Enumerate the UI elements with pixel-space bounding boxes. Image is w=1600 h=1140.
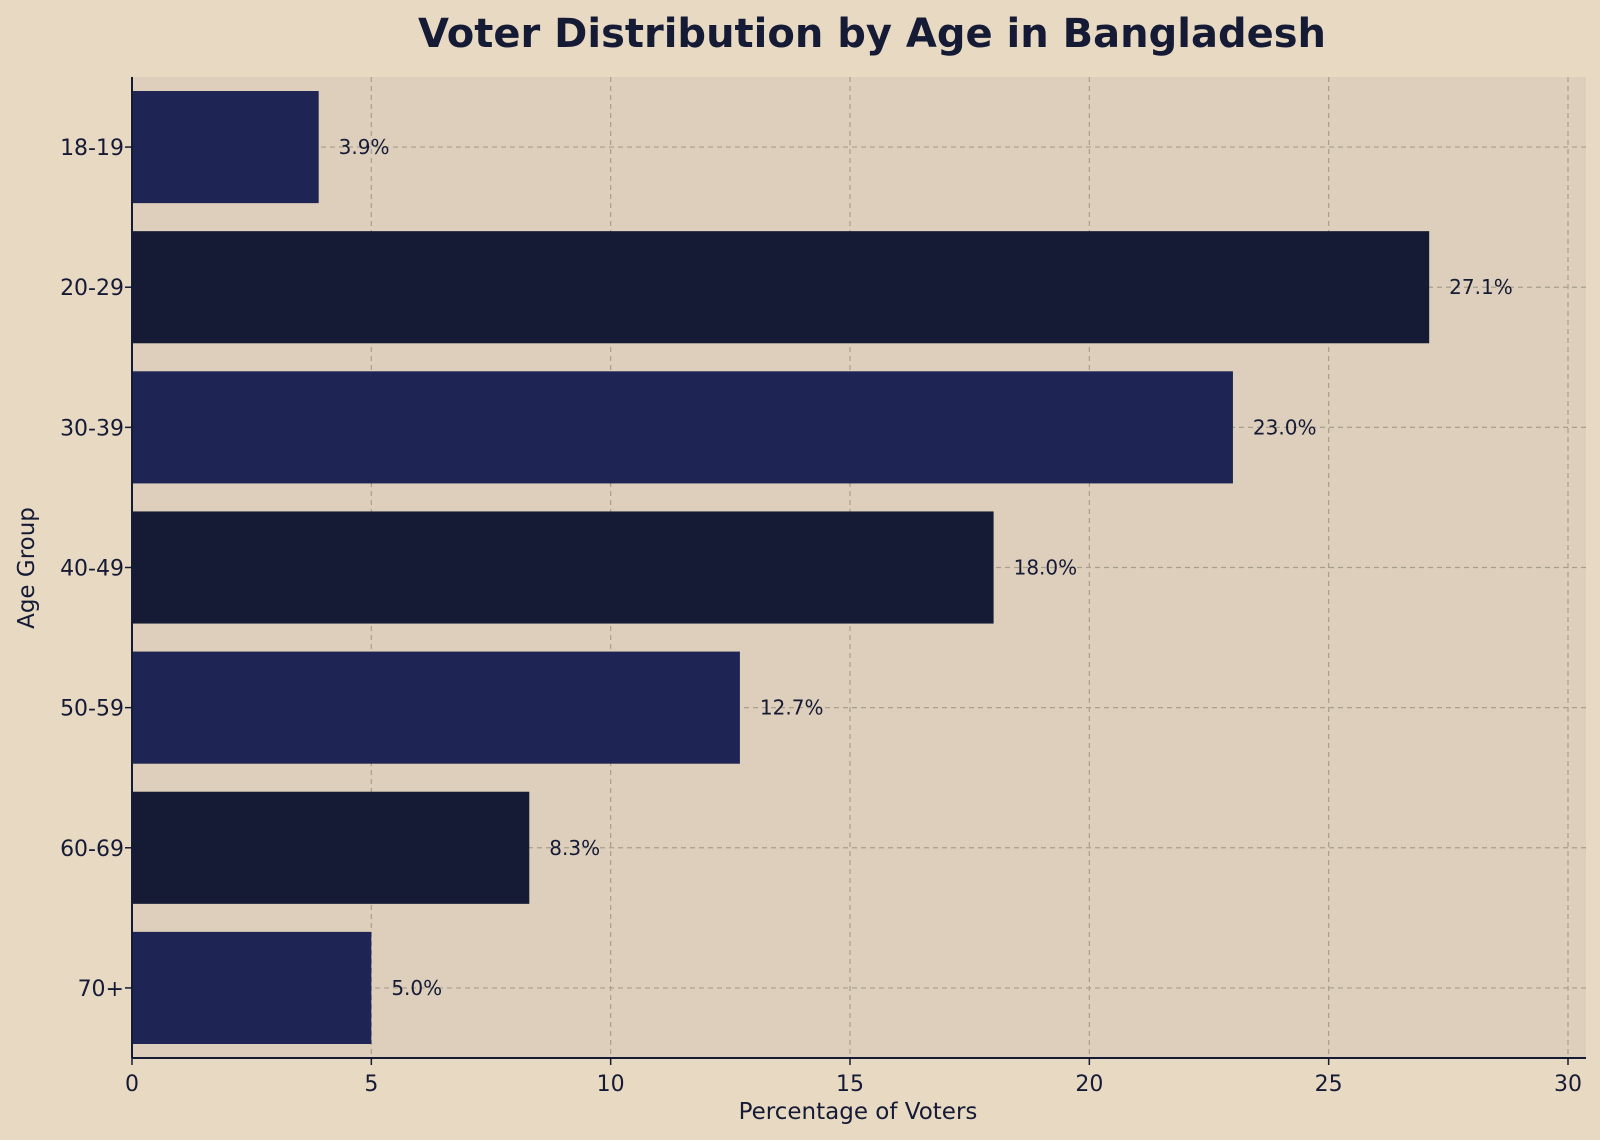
- chart-title: Voter Distribution by Age in Bangladesh: [418, 11, 1326, 57]
- data-label-18-19: 3.9%: [339, 135, 390, 159]
- y-tick-label-40-49: 40-49: [60, 557, 124, 582]
- x-tick-label-0: 0: [125, 1072, 139, 1097]
- x-tick-label-5: 25: [1315, 1072, 1343, 1097]
- x-axis-label: Percentage of Voters: [739, 1099, 978, 1125]
- x-tick-label-6: 30: [1554, 1072, 1582, 1097]
- x-tick-label-3: 15: [836, 1072, 864, 1097]
- data-label-40-49: 18.0%: [1014, 556, 1078, 580]
- y-axis-label: Age Group: [14, 507, 40, 629]
- bar-20-29: [132, 231, 1430, 344]
- bar-30-39: [132, 371, 1233, 484]
- data-label-20-29: 27.1%: [1449, 275, 1513, 299]
- data-label-70+: 5.0%: [391, 976, 442, 1000]
- y-tick-label-30-39: 30-39: [60, 416, 124, 441]
- y-tick-label-50-59: 50-59: [60, 697, 124, 722]
- data-label-50-59: 12.7%: [760, 696, 824, 720]
- data-labels: 3.9% 27.1% 23.0% 18.0% 12.7% 8.3% 5.0%: [339, 135, 1513, 1000]
- y-tick-label-60-69: 60-69: [60, 837, 124, 862]
- bars: [132, 91, 1430, 1044]
- bar-18-19: [132, 91, 319, 204]
- x-tick-label-1: 5: [364, 1072, 378, 1097]
- x-tick-label-2: 10: [597, 1072, 625, 1097]
- y-tick-label-70+: 70+: [78, 977, 124, 1002]
- data-label-60-69: 8.3%: [549, 836, 600, 860]
- x-tick-labels: 0 5 10 15 20 25 30: [125, 1058, 1582, 1097]
- bar-40-49: [132, 511, 994, 624]
- bar-70+: [132, 931, 372, 1044]
- bar-60-69: [132, 791, 530, 904]
- data-label-30-39: 23.0%: [1253, 415, 1317, 439]
- x-tick-label-4: 20: [1075, 1072, 1103, 1097]
- y-tick-label-20-29: 20-29: [60, 276, 124, 301]
- y-tick-label-18-19: 18-19: [60, 136, 124, 161]
- y-tick-labels: 18-19 20-29 30-39 40-49 50-59 60-69 70+: [60, 136, 132, 1002]
- bar-50-59: [132, 651, 740, 764]
